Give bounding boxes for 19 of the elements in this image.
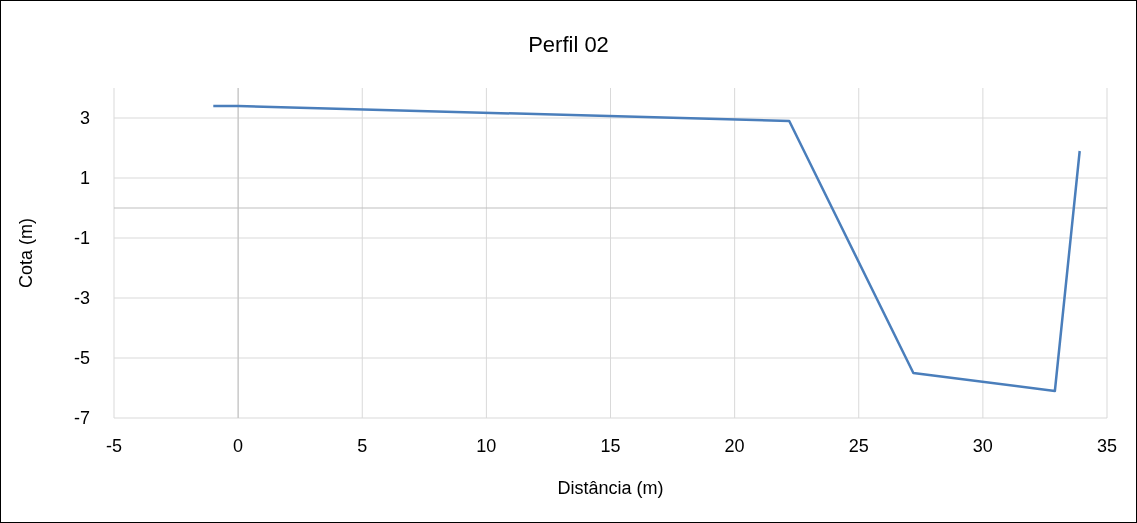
y-tick-label: -1 — [73, 228, 90, 249]
y-tick-label: 1 — [79, 168, 90, 189]
x-tick-label: 15 — [600, 436, 621, 456]
x-tick-label: 5 — [357, 436, 368, 456]
y-tick-label: 3 — [79, 108, 90, 129]
chart-title: Perfil 02 — [528, 32, 609, 57]
x-axis-title: Distância (m) — [557, 478, 664, 498]
y-axis-title: Cota (m) — [16, 217, 36, 289]
x-tick-label: 0 — [233, 436, 244, 456]
y-tick-label: -5 — [73, 348, 90, 369]
x-tick-label: 30 — [972, 436, 993, 456]
x-tick-label: 20 — [724, 436, 745, 456]
x-tick-label: -5 — [105, 436, 123, 456]
line-series — [212, 104, 1081, 393]
y-tick-label: -3 — [73, 288, 90, 309]
x-tick-label: 35 — [1096, 436, 1118, 456]
y-tick-label: -7 — [73, 408, 90, 429]
x-tick-label: 25 — [848, 436, 869, 456]
x-tick-label: 10 — [476, 436, 497, 456]
